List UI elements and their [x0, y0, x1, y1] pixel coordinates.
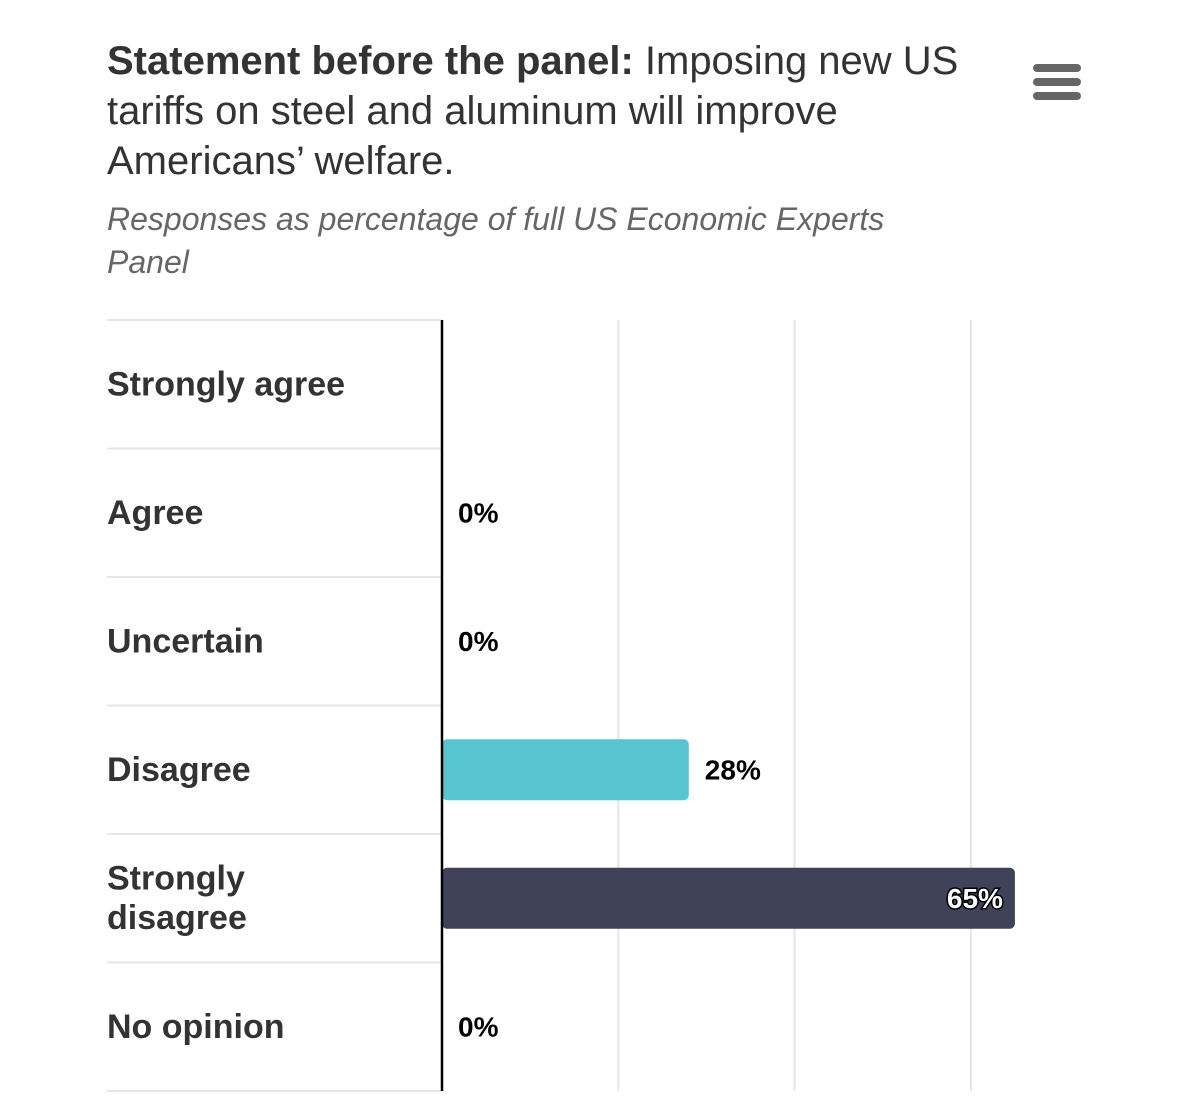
data-label: 0% [458, 1011, 499, 1042]
category-label: Uncertain [107, 622, 264, 660]
category-label-line: disagree [107, 899, 247, 937]
chart-subtitle: Responses as percentage of full US Econo… [107, 201, 885, 280]
category-label: Strongly disagree [107, 860, 247, 937]
category-label: Disagree [107, 751, 251, 789]
chart-title-bold: Statement before the panel: [107, 39, 634, 83]
data-label: 0% [458, 626, 499, 657]
category-label: Agree [107, 494, 203, 532]
data-label: 0% [458, 497, 499, 528]
bar [442, 867, 1015, 929]
value-labels: 0% 0% 28% 65% 0% [458, 497, 1005, 1042]
bars [442, 739, 1015, 929]
data-label: 28% [705, 754, 761, 785]
category-label-line: Strongly [107, 860, 245, 898]
chart-title: Statement before the panel: Imposing new… [107, 36, 987, 186]
category-label: No opinion [107, 1008, 285, 1046]
category-label: Strongly agree [107, 365, 345, 403]
hamburger-menu-icon[interactable] [1030, 62, 1084, 104]
category-rows: Strongly agree Agree Uncertain Disagree Stro… [107, 319, 442, 1092]
bar [442, 739, 689, 801]
menu-line [1033, 92, 1081, 100]
grid-lines [617, 320, 972, 1091]
menu-line [1033, 64, 1081, 72]
data-label: 65% [947, 883, 1003, 914]
chart-title-rest: Imposing new US tariffs on steel and alu… [107, 39, 959, 183]
menu-line [1033, 78, 1081, 86]
